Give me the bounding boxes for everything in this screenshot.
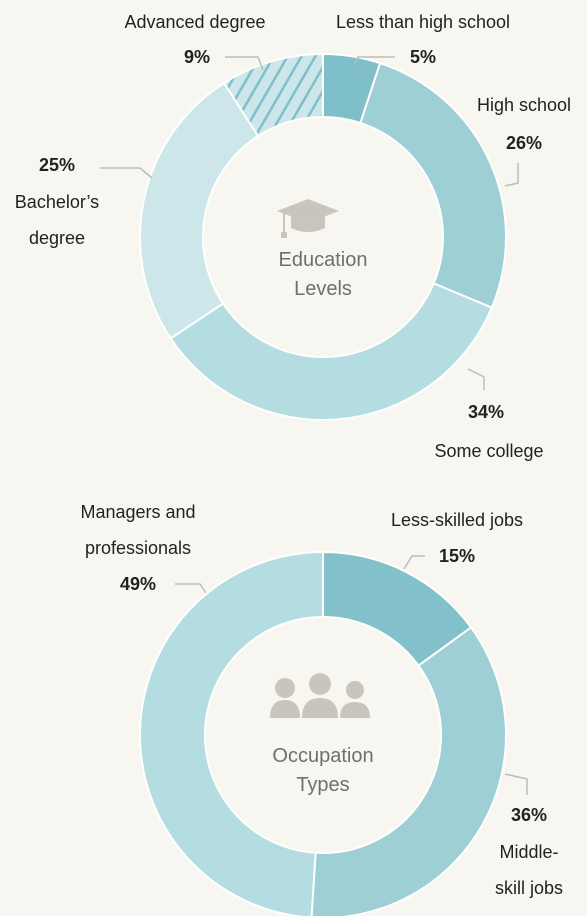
leader-line [175, 583, 207, 594]
center-title: Occupation Types [272, 745, 374, 796]
leader-line [504, 773, 528, 795]
donut-segment [222, 52, 324, 138]
category-label: Bachelor’s degree [14, 192, 100, 248]
grad-cap-icon [277, 199, 339, 238]
value-label: 5% [409, 47, 437, 67]
value-label: 49% [119, 574, 157, 594]
donut-segment [169, 282, 494, 421]
category-label: Less-skilled jobs [390, 510, 524, 530]
value-label: 9% [183, 47, 211, 67]
donut-segment [310, 626, 507, 916]
donut-segment [139, 81, 260, 340]
category-label: Managers and professionals [80, 502, 196, 558]
value-label: 25% [38, 155, 76, 175]
center-title: Education Levels [278, 249, 368, 300]
leader-line [467, 368, 485, 390]
leader-line [353, 56, 395, 66]
category-label: Advanced degree [124, 12, 266, 32]
donut-segment [139, 550, 324, 916]
leader-line [100, 167, 153, 179]
value-label: 36% [510, 805, 548, 825]
leader-line [504, 163, 519, 187]
value-label: 15% [438, 546, 476, 566]
category-label: Middle-skill jobs [494, 842, 564, 898]
category-label: Some college [434, 441, 544, 461]
leader-line [403, 555, 425, 570]
leader-line [225, 56, 264, 71]
value-label: 26% [505, 133, 543, 153]
value-label: 34% [467, 402, 505, 422]
category-label: High school [476, 95, 572, 115]
category-label: Less than high school [335, 12, 511, 32]
donut-segment [359, 61, 507, 310]
people-icon [270, 673, 370, 718]
